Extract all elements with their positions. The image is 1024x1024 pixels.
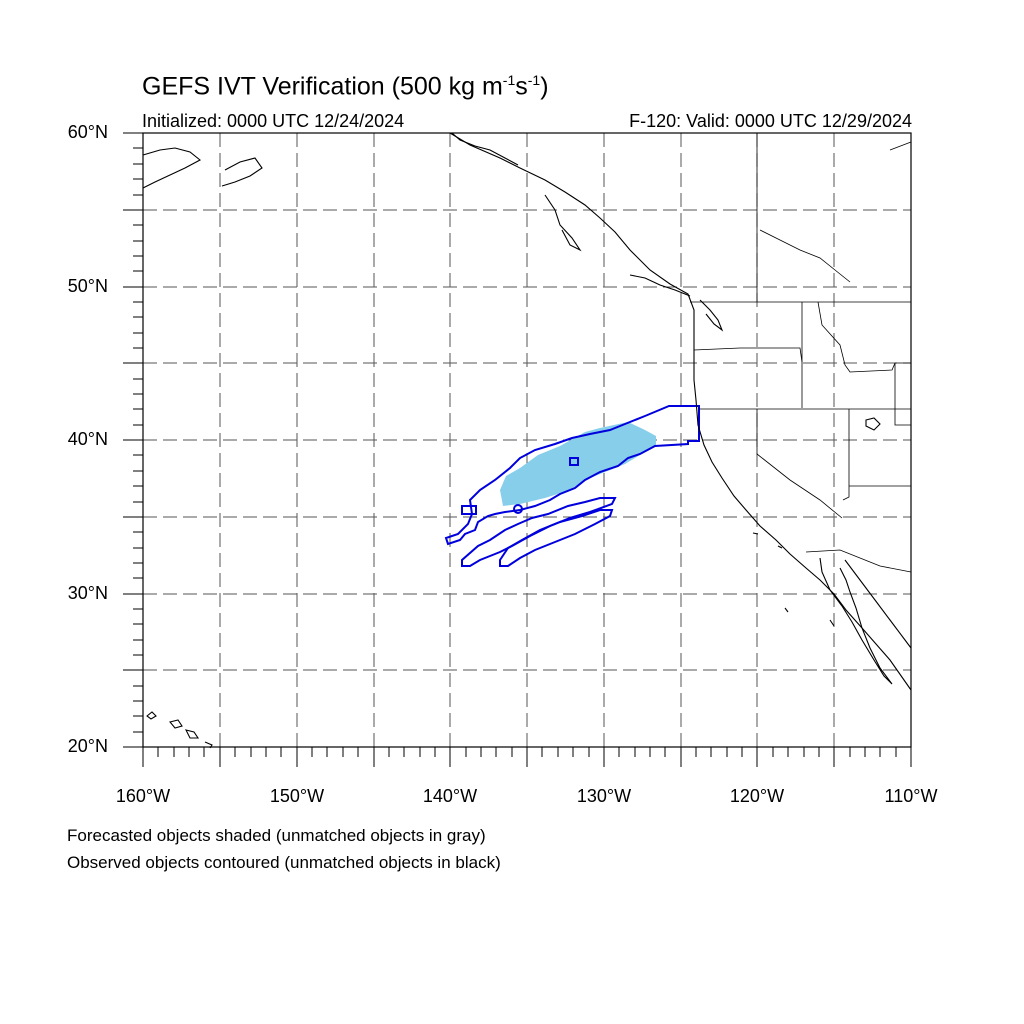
- lat-label-50n: 50°N: [67, 276, 108, 296]
- observed-contours: [444, 405, 700, 567]
- observed-object-small-1: [461, 505, 477, 515]
- observed-object-small-3: [513, 504, 523, 514]
- lon-label-160w: 160°W: [115, 786, 171, 806]
- grid-lines: [143, 133, 911, 747]
- tick-marks: [123, 132, 912, 767]
- lon-label-140w: 140°W: [422, 786, 478, 806]
- lat-label-30n: 30°N: [67, 583, 108, 603]
- initialized-time: Initialized: 0000 UTC 12/24/2024: [142, 111, 405, 131]
- lon-label-120w: 120°W: [729, 786, 785, 806]
- observed-object-band-2: [499, 509, 614, 567]
- coastlines: [142, 132, 912, 749]
- observed-object-small-2: [569, 457, 579, 466]
- lat-label-60n: 60°N: [67, 122, 108, 142]
- legend-forecast-note: Forecasted objects shaded (unmatched obj…: [67, 826, 486, 845]
- lon-label-130w: 130°W: [576, 786, 632, 806]
- lat-label-20n: 20°N: [67, 736, 108, 756]
- lon-label-150w: 150°W: [269, 786, 325, 806]
- legend-observed-note: Observed objects contoured (unmatched ob…: [67, 853, 501, 872]
- observed-object-band-1: [461, 497, 617, 567]
- valid-time: F-120: Valid: 0000 UTC 12/29/2024: [629, 111, 912, 131]
- lat-label-40n: 40°N: [67, 429, 108, 449]
- lon-label-110w: 110°W: [884, 786, 938, 806]
- observed-object-main: [444, 405, 700, 546]
- chart-title: GEFS IVT Verification (500 kg m-1s-1): [142, 72, 549, 101]
- political-borders: [690, 133, 912, 573]
